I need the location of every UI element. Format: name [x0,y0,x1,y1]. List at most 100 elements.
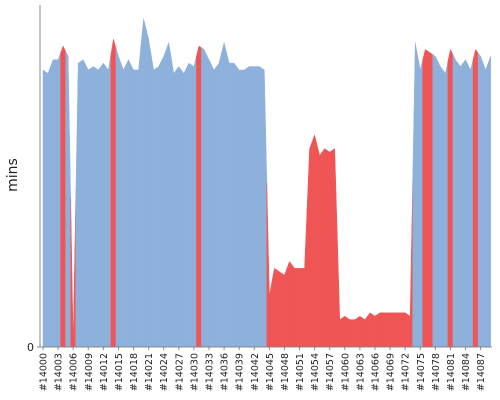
area-segment [382,312,388,348]
area-segment [105,54,112,348]
x-tick-label: #14081 [446,353,457,391]
y-tick-label: 0 [27,341,34,354]
area-segment [176,66,182,348]
area-segment [150,54,157,348]
area-segment [452,54,459,348]
x-tick-label: #14030 [189,353,200,391]
area-segment [417,56,424,348]
area-segment [221,42,227,348]
area-segment [482,63,489,348]
x-tick-label: #14051 [295,353,306,391]
area-segment [226,52,232,348]
x-tick-label: #14087 [476,353,487,391]
area-segment [186,62,192,348]
area-segment [211,64,217,348]
area-segment [206,54,212,348]
area-segment [60,45,66,348]
x-tick-label: #14039 [235,353,246,391]
area-segment [301,208,308,348]
x-tick-label: #14045 [265,353,276,391]
x-tick-label: #14015 [114,353,125,391]
area-segment [231,62,237,348]
area-segment [196,45,202,348]
area-segment [306,141,313,348]
area-segment [165,41,172,348]
area-segment [442,61,449,348]
area-segment [367,312,373,348]
area-segment [357,315,363,348]
x-tick-label: #14048 [280,353,291,391]
area-segment [316,145,323,348]
area-segment [171,57,177,348]
area-segment [241,67,247,348]
x-tick-label: #14027 [174,353,185,391]
area-segment [477,52,484,348]
x-tick-label: #14033 [204,353,215,391]
area-segment [337,234,343,348]
area-segment [70,198,76,348]
area-segment [85,64,92,348]
area-segment [377,312,383,348]
x-tick-label: #14078 [431,353,442,391]
area-segment [251,66,258,348]
area-segment [462,59,469,348]
area-segment [326,149,333,348]
area-segment [120,63,127,348]
x-tick-label: #14036 [220,353,231,391]
area-segment [362,315,368,348]
area-segment [407,179,413,348]
x-tick-label: #14084 [461,353,472,391]
area-segment [467,59,474,348]
x-tick-label: #14063 [355,353,366,391]
area-segment [140,18,147,348]
area-segment [412,42,418,348]
area-segment [216,52,222,348]
area-segment [90,66,97,348]
x-tick-label: #14072 [401,353,412,391]
area-segment [291,264,298,348]
area-segment [266,182,273,348]
x-tick-label: #14075 [416,353,427,391]
area-segment [42,69,46,348]
area-segment [387,312,393,348]
area-segment [201,47,207,348]
x-tick-label: #14006 [69,353,80,391]
area-segment [457,62,464,348]
area-segment [422,49,429,348]
area-segment [55,52,61,348]
area-segment [181,68,187,348]
area-segment [130,64,137,348]
area-segment [286,260,293,348]
area-segment [191,56,197,348]
area-segment [271,267,278,348]
area-segment [261,67,268,348]
x-tick-label: #14024 [159,353,170,391]
area-segment [296,268,303,348]
area-segment [246,66,252,348]
area-segment [95,65,102,348]
x-tick-label: #14003 [54,353,65,391]
area-segment [256,66,263,348]
area-segment [347,317,353,348]
area-segment [160,49,167,348]
x-tick-label: #14042 [250,353,261,391]
area-segment [50,59,56,348]
area-segment [155,61,162,348]
x-tick-label: #14021 [144,353,155,391]
area-segment [236,65,242,348]
area-segment [402,312,408,348]
area-segment [281,268,288,348]
x-tick-label: #14009 [84,353,95,391]
x-tick-label: #14069 [386,353,397,391]
area-segment [372,314,378,348]
area-segment [397,312,403,348]
area-segment [135,44,142,348]
area-segment [125,59,132,348]
x-tick-label: #14054 [310,353,321,391]
area-segment [276,269,283,348]
area-segment [80,59,87,348]
area-segment [432,54,439,348]
x-tick-label: #14000 [39,353,50,391]
x-tick-label: #14066 [370,353,381,391]
